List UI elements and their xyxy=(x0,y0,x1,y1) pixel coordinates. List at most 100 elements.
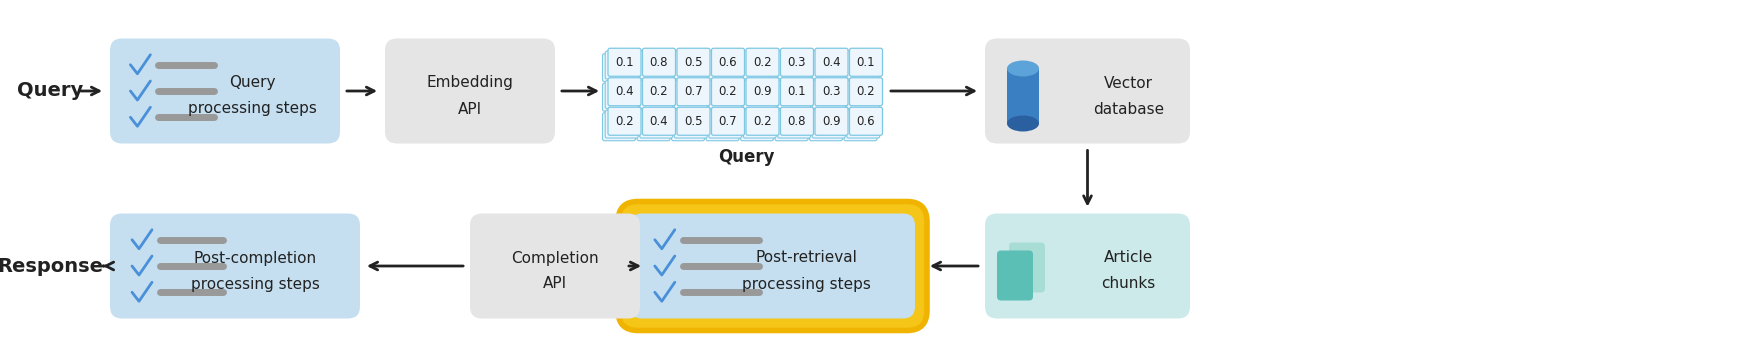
Text: 0.2: 0.2 xyxy=(615,115,634,128)
FancyBboxPatch shape xyxy=(711,107,745,135)
FancyBboxPatch shape xyxy=(637,113,669,141)
FancyBboxPatch shape xyxy=(674,80,708,108)
FancyBboxPatch shape xyxy=(810,83,842,111)
FancyBboxPatch shape xyxy=(637,83,669,111)
Text: Post-retrieval: Post-retrieval xyxy=(755,251,858,265)
FancyBboxPatch shape xyxy=(606,51,637,79)
FancyBboxPatch shape xyxy=(812,110,845,138)
Text: API: API xyxy=(542,277,567,291)
Text: Embedding: Embedding xyxy=(426,75,514,91)
Text: 0.1: 0.1 xyxy=(787,85,807,98)
FancyBboxPatch shape xyxy=(775,113,808,141)
FancyBboxPatch shape xyxy=(743,51,777,79)
FancyBboxPatch shape xyxy=(706,113,740,141)
Text: 0.3: 0.3 xyxy=(822,85,840,98)
FancyBboxPatch shape xyxy=(747,78,778,106)
FancyBboxPatch shape xyxy=(706,83,740,111)
FancyBboxPatch shape xyxy=(815,78,849,106)
Text: 0.1: 0.1 xyxy=(615,56,634,69)
FancyBboxPatch shape xyxy=(815,48,849,76)
FancyBboxPatch shape xyxy=(780,78,814,106)
FancyBboxPatch shape xyxy=(847,110,880,138)
FancyBboxPatch shape xyxy=(676,107,710,135)
Text: Response: Response xyxy=(0,257,102,276)
FancyBboxPatch shape xyxy=(984,39,1190,144)
FancyBboxPatch shape xyxy=(747,107,778,135)
Text: Query: Query xyxy=(229,75,276,91)
Text: Completion: Completion xyxy=(511,251,599,265)
FancyBboxPatch shape xyxy=(674,51,708,79)
FancyBboxPatch shape xyxy=(747,48,778,76)
FancyBboxPatch shape xyxy=(1007,68,1039,124)
FancyBboxPatch shape xyxy=(778,110,810,138)
Ellipse shape xyxy=(1007,60,1039,77)
FancyBboxPatch shape xyxy=(639,80,673,108)
FancyBboxPatch shape xyxy=(780,48,814,76)
FancyBboxPatch shape xyxy=(671,54,704,82)
FancyBboxPatch shape xyxy=(775,54,808,82)
FancyBboxPatch shape xyxy=(639,51,673,79)
FancyBboxPatch shape xyxy=(743,110,777,138)
FancyBboxPatch shape xyxy=(639,110,673,138)
FancyBboxPatch shape xyxy=(778,80,810,108)
FancyBboxPatch shape xyxy=(778,51,810,79)
Text: 0.2: 0.2 xyxy=(650,85,669,98)
FancyBboxPatch shape xyxy=(671,113,704,141)
FancyBboxPatch shape xyxy=(810,54,842,82)
FancyBboxPatch shape xyxy=(470,213,639,318)
FancyBboxPatch shape xyxy=(608,78,641,106)
FancyBboxPatch shape xyxy=(630,213,916,318)
Text: 0.1: 0.1 xyxy=(856,56,875,69)
FancyBboxPatch shape xyxy=(637,54,669,82)
Text: 0.9: 0.9 xyxy=(754,85,771,98)
Text: 0.3: 0.3 xyxy=(787,56,807,69)
FancyBboxPatch shape xyxy=(608,107,641,135)
Text: chunks: chunks xyxy=(1101,277,1155,291)
Text: 0.5: 0.5 xyxy=(685,115,703,128)
FancyBboxPatch shape xyxy=(740,113,773,141)
FancyBboxPatch shape xyxy=(618,201,926,331)
FancyBboxPatch shape xyxy=(815,107,849,135)
FancyBboxPatch shape xyxy=(711,48,745,76)
FancyBboxPatch shape xyxy=(606,80,637,108)
Text: 0.4: 0.4 xyxy=(615,85,634,98)
Text: 0.5: 0.5 xyxy=(685,56,703,69)
Text: 0.2: 0.2 xyxy=(856,85,875,98)
FancyBboxPatch shape xyxy=(602,83,636,111)
Text: 0.4: 0.4 xyxy=(822,56,840,69)
Text: 0.2: 0.2 xyxy=(754,56,771,69)
FancyBboxPatch shape xyxy=(775,83,808,111)
FancyBboxPatch shape xyxy=(643,48,676,76)
FancyBboxPatch shape xyxy=(810,113,842,141)
Text: Query: Query xyxy=(718,148,775,166)
FancyBboxPatch shape xyxy=(849,107,882,135)
Text: processing steps: processing steps xyxy=(188,101,317,117)
FancyBboxPatch shape xyxy=(386,39,555,144)
FancyBboxPatch shape xyxy=(844,83,877,111)
Text: 0.7: 0.7 xyxy=(685,85,703,98)
Text: 0.8: 0.8 xyxy=(650,56,667,69)
FancyBboxPatch shape xyxy=(602,54,636,82)
FancyBboxPatch shape xyxy=(740,83,773,111)
Text: 0.6: 0.6 xyxy=(718,56,738,69)
FancyBboxPatch shape xyxy=(706,54,740,82)
FancyBboxPatch shape xyxy=(602,113,636,141)
FancyBboxPatch shape xyxy=(708,51,741,79)
FancyBboxPatch shape xyxy=(1009,243,1044,292)
FancyBboxPatch shape xyxy=(847,80,880,108)
FancyBboxPatch shape xyxy=(109,39,340,144)
FancyBboxPatch shape xyxy=(643,107,676,135)
FancyBboxPatch shape xyxy=(849,78,882,106)
Text: API: API xyxy=(458,101,483,117)
Text: 0.2: 0.2 xyxy=(718,85,738,98)
Text: Query: Query xyxy=(18,81,83,100)
FancyBboxPatch shape xyxy=(743,80,777,108)
FancyBboxPatch shape xyxy=(780,107,814,135)
Text: Vector: Vector xyxy=(1104,75,1153,91)
FancyBboxPatch shape xyxy=(674,110,708,138)
FancyBboxPatch shape xyxy=(984,213,1190,318)
FancyBboxPatch shape xyxy=(997,251,1034,300)
FancyBboxPatch shape xyxy=(606,110,637,138)
FancyBboxPatch shape xyxy=(643,78,676,106)
Text: 0.6: 0.6 xyxy=(856,115,875,128)
